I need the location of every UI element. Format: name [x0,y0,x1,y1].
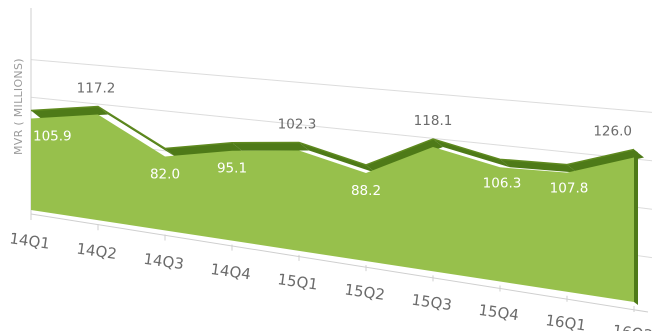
x-tick-label: 16Q2 [611,321,654,331]
data-label: 88.2 [351,183,381,199]
gridline [30,59,653,113]
axes [30,8,649,313]
data-label: 105.9 [33,128,72,144]
data-label: 102.3 [278,116,317,132]
data-label: 126.0 [593,124,632,140]
area-top-face [232,142,309,151]
x-tick-label: 15Q3 [410,291,453,314]
area-end-cap [634,149,638,305]
area-top-face [433,139,510,168]
y-axis-label: MVR ( MILLIONS) [12,58,25,155]
area-top-edge [30,105,635,166]
area-fill [31,114,634,302]
data-label: 82.0 [150,166,180,182]
data-label: 106.3 [483,175,522,191]
x-axis-tick-labels: 14Q1 14Q2 14Q3 14Q4 15Q1 15Q2 15Q3 15Q4 16Q1 16Q2 [8,229,654,331]
x-tick-label: 15Q2 [343,280,386,303]
area-top-face [165,142,242,157]
data-labels: 105.9 117.2 82.0 95.1 102.3 88.2 118.1 106.3 107… [33,81,632,199]
data-label: 118.1 [414,113,453,129]
x-axis-line [30,213,649,313]
x-tick-label: 16Q1 [544,311,587,331]
area-top-face [366,139,443,173]
data-label: 107.8 [550,181,589,197]
x-tick-label: 14Q4 [209,260,252,283]
x-tick-label: 14Q1 [8,229,51,252]
gridline [30,96,653,162]
x-tick-label: 14Q3 [142,250,185,273]
data-label: 117.2 [77,81,116,97]
x-tick-label: 15Q4 [477,301,520,324]
area-top-face [500,159,577,173]
area-top-face [567,149,644,173]
area-top-face [299,142,376,173]
x-tick-label: 14Q2 [75,240,118,263]
data-label: 95.1 [217,161,247,177]
x-tick-label: 15Q1 [276,270,319,293]
area-series [30,105,644,305]
